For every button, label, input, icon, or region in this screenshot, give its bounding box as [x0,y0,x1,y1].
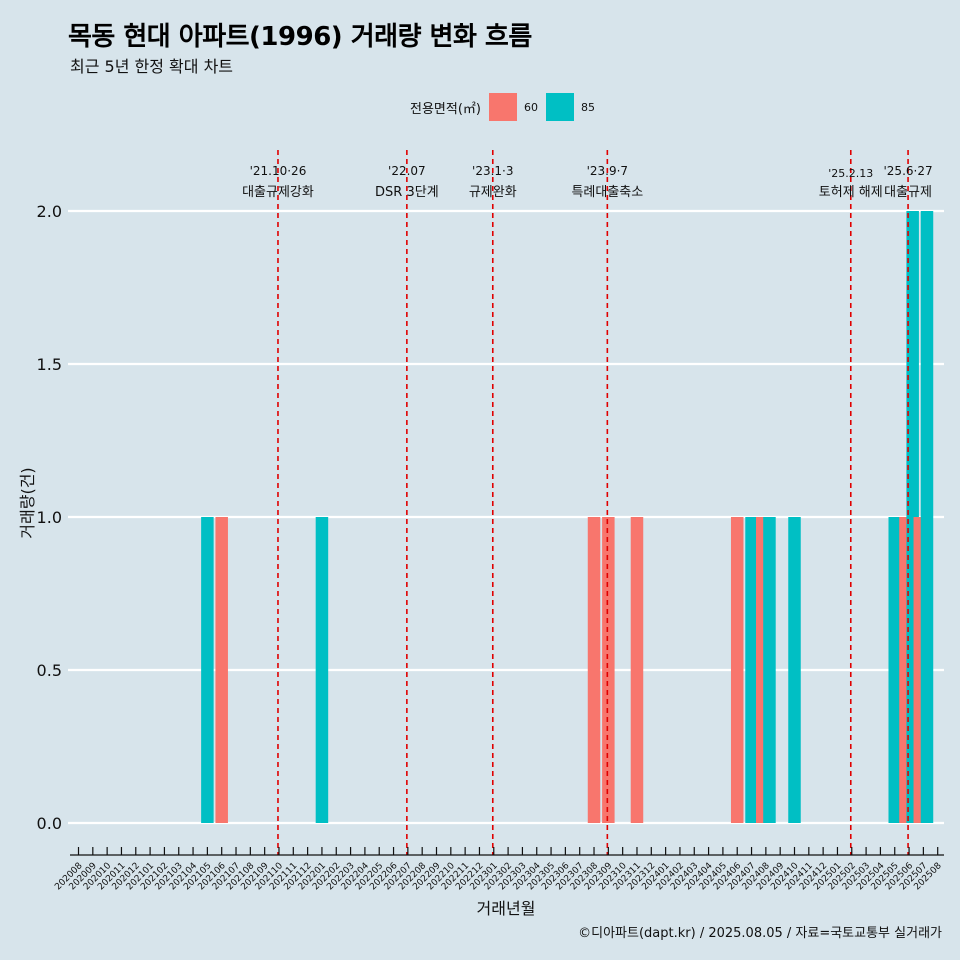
bar-202507-85 [920,211,934,823]
chart-subtitle: 최근 5년 한정 확대 차트 [70,57,234,76]
bar-202106-60 [215,517,228,823]
chart-title: 목동 현대 아파트(1996) 거래량 변화 흐름 [68,22,532,52]
event-label-202207: DSR 3단계 [375,185,439,200]
y-axis-title: 거래량(건) [18,467,37,538]
y-tick-label-1.0: 1.0 [37,508,62,527]
y-tick-label-0.0: 0.0 [37,814,62,833]
bar-202311-60 [630,517,644,823]
bar-202406-60 [730,517,744,823]
event-date-202309: '23.9·7 [587,164,628,178]
event-label-202301: 규제완화 [469,185,517,200]
legend-key-60 [488,93,517,121]
bar-202201-85 [315,517,329,823]
event-date-202207: '22.07 [388,164,426,178]
y-tick-label-0.5: 0.5 [37,661,62,680]
event-label-202502: 토허제 해제 [819,185,883,200]
y-tick-label-1.5: 1.5 [37,355,62,374]
bar-202505-85 [888,517,901,823]
legend-label-85: 85 [580,100,595,114]
y-tick-label-2.0: 2.0 [37,202,62,221]
legend-key-85 [545,93,574,121]
event-date-202502: '25.2.13 [828,167,873,180]
chart-caption: ©디아파트(dapt.kr) / 2025.08.05 / 자료=국토교통부 실… [578,926,942,941]
legend: 전용면적(㎡) 60 85 [410,93,603,121]
bar-202408-85 [763,517,776,823]
event-label-202110: 대출규제강화 [242,185,314,200]
bar-202308-60 [587,517,601,823]
legend-title: 전용면적(㎡) [410,101,481,117]
event-date-202301: '23.1·3 [472,164,513,178]
event-date-202506: '25.6·27 [884,164,933,178]
bar-202410-85 [788,517,801,823]
bar-202105-85 [201,517,214,823]
bar-202309-60 [602,517,615,823]
bar-202407-85 [745,517,758,823]
x-axis-title: 거래년월 [477,899,536,918]
event-label-202309: 특례대출축소 [571,185,643,200]
event-label-202506: 대출규제 [884,185,932,200]
event-date-202110: '21.10·26 [250,164,307,178]
legend-label-60: 60 [523,100,538,114]
